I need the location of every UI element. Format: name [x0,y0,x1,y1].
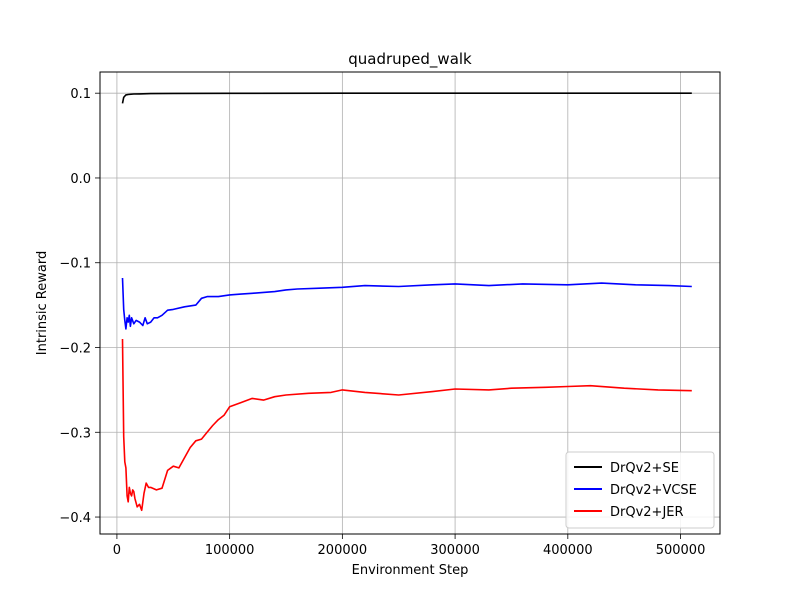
legend-box [565,451,715,529]
y-tick-label: −0.4 [59,511,91,526]
y-tick-label: 0.1 [70,87,91,102]
x-tick-label: 0 [113,543,121,558]
legend-label: DrQv2+VCSE [610,483,697,498]
x-tick-label: 100000 [205,543,255,558]
series-group [121,92,692,512]
y-tick-label: 0.0 [70,172,91,187]
x-tick-label: 400000 [543,543,593,558]
y-axis-ticks: 0.1 0.0 −0.1 −0.2 −0.3 −0.4 [59,87,100,526]
legend-label: DrQv2+JER [610,505,684,520]
plot-frame [99,71,721,535]
series-line-0 [121,92,692,104]
x-axis-title: Environment Step [352,563,469,578]
legend: DrQv2+SE DrQv2+VCSE DrQv2+JER [565,451,715,529]
legend-label: DrQv2+SE [610,461,679,476]
series-line-2 [121,338,692,512]
series-line-1 [121,277,692,330]
x-axis-ticks: 0 100000 200000 300000 400000 500000 [113,534,706,558]
chart-title: quadruped_walk [348,50,472,69]
x-tick-label: 300000 [430,543,480,558]
y-tick-label: −0.1 [59,257,91,272]
y-tick-label: −0.3 [59,426,91,441]
x-tick-label: 200000 [318,543,368,558]
y-axis-title: Intrinsic Reward [35,251,50,355]
y-tick-label: −0.2 [59,342,91,357]
x-tick-label: 500000 [656,543,706,558]
